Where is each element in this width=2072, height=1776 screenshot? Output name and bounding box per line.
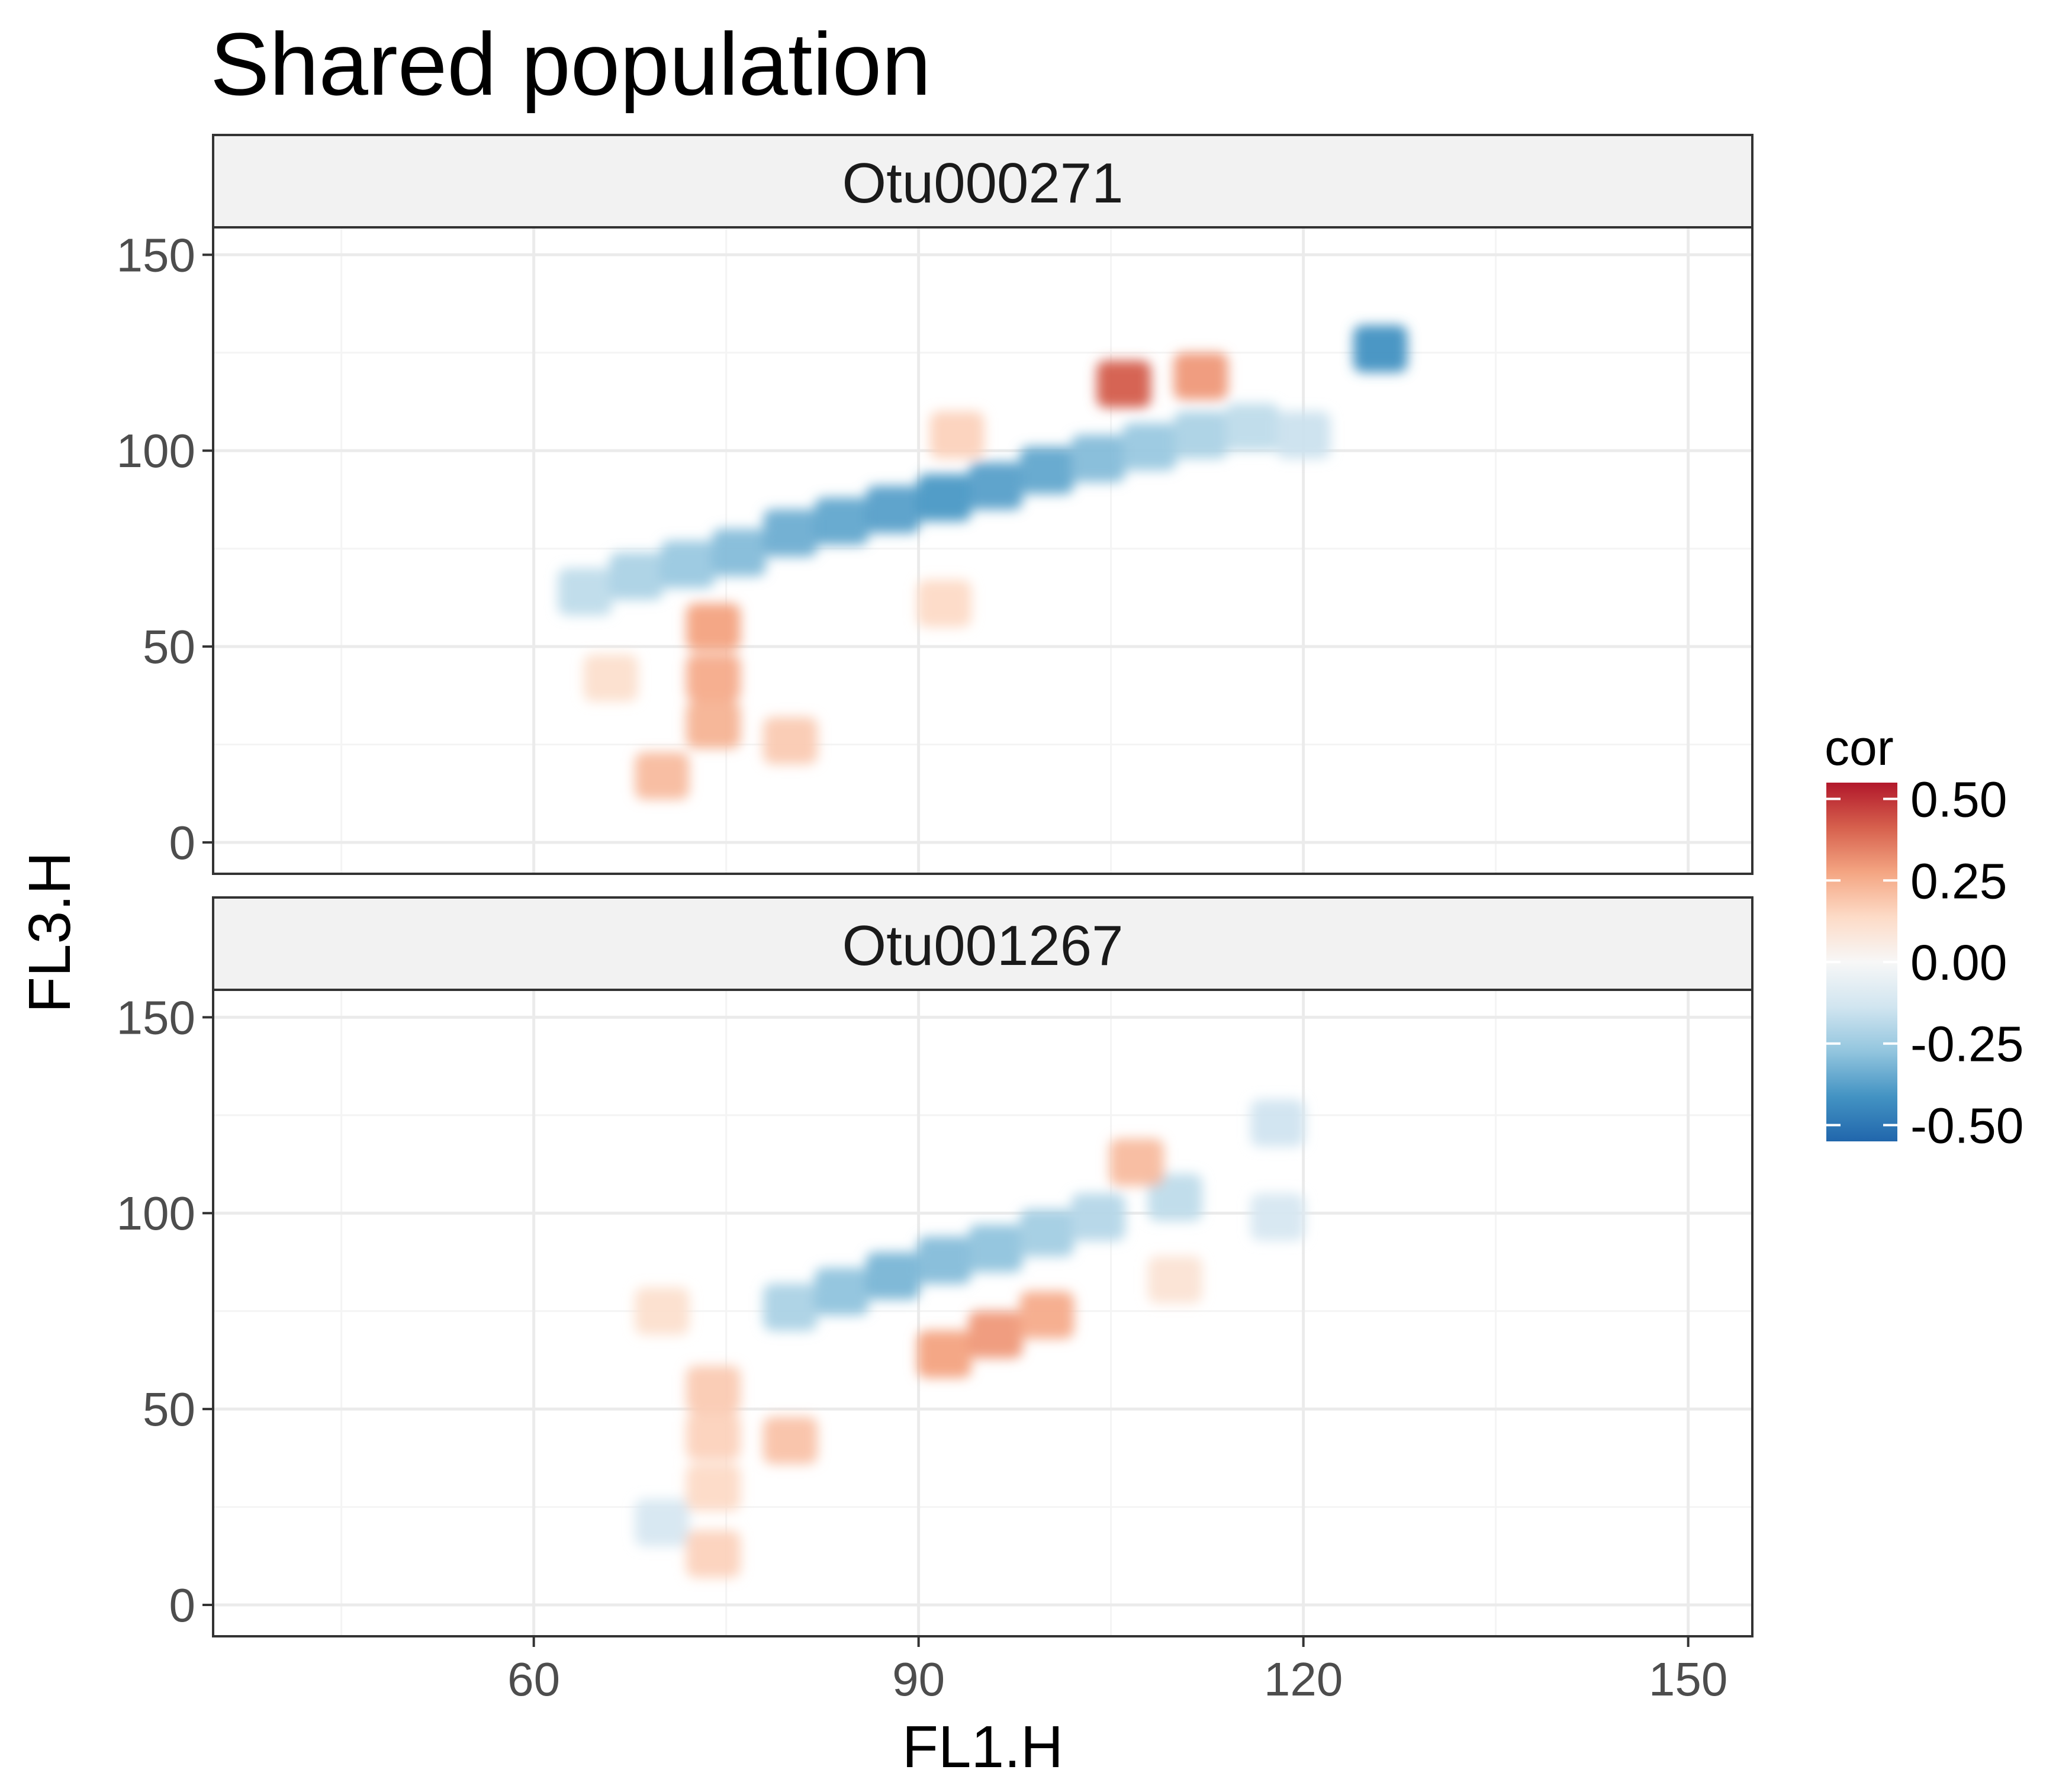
heat-cell: [635, 1287, 690, 1335]
heat-cell: [1276, 411, 1331, 459]
heat-cell: [1148, 1173, 1202, 1221]
heat-cell: [763, 716, 818, 764]
heat-cell: [1071, 1193, 1125, 1241]
panel-1-cells: [558, 325, 1408, 800]
heat-cell: [763, 1417, 818, 1465]
panel-2-grid: [213, 990, 1752, 1636]
heat-cell: [635, 1499, 690, 1547]
heat-cell: [686, 1366, 741, 1414]
y-tick-label: 50: [143, 620, 195, 673]
heat-cell: [609, 552, 664, 600]
heat-cell: [1250, 1193, 1305, 1241]
heat-cell: [686, 701, 741, 749]
y-tick-label: 150: [117, 229, 195, 281]
panel-2-y-axis: 0 50 100 150: [117, 991, 213, 1632]
strip-label-2: Otu001267: [842, 914, 1123, 977]
panel-1-grid: [213, 227, 1752, 874]
panel-1-border: [212, 226, 1754, 875]
legend-label: -0.25: [1910, 1016, 2023, 1072]
x-tick-label: 120: [1264, 1653, 1343, 1706]
y-tick-label: 100: [117, 1187, 195, 1240]
heat-cell: [866, 485, 921, 533]
heat-cell: [866, 1252, 921, 1300]
heat-cell: [1071, 435, 1125, 482]
heat-cell: [763, 1283, 818, 1331]
legend-label: -0.50: [1910, 1098, 2023, 1153]
legend-label: 0.00: [1910, 935, 2007, 990]
y-tick-label: 0: [169, 1579, 196, 1632]
panel-1: Otu000271 0 50 100 150: [117, 134, 1754, 875]
heat-cell: [917, 580, 971, 628]
heat-cell: [968, 462, 1023, 510]
legend-label: 0.25: [1910, 853, 2007, 909]
y-axis-title: FL3.H: [17, 852, 83, 1013]
y-tick-label: 100: [117, 424, 195, 477]
x-tick-label: 60: [507, 1653, 560, 1706]
heat-cell: [968, 1224, 1023, 1272]
heat-cell: [686, 1413, 741, 1460]
heat-cell: [929, 411, 984, 459]
heat-cell: [1019, 1209, 1074, 1257]
legend-label: 0.50: [1910, 772, 2007, 828]
strip-1: [212, 134, 1754, 229]
strip-label-1: Otu000271: [842, 152, 1123, 215]
x-tick-label: 150: [1649, 1653, 1727, 1706]
y-tick-label: 150: [117, 991, 195, 1044]
panel-2-cells: [635, 1099, 1305, 1578]
heat-cell: [1019, 1291, 1074, 1339]
heat-cell: [1148, 1256, 1202, 1304]
panel-2: Otu001267 0 50 100 150: [117, 896, 1754, 1637]
panel-1-y-axis: 0 50 100 150: [117, 229, 213, 869]
heat-cell: [1250, 1099, 1305, 1147]
heat-cell: [1173, 411, 1228, 459]
heat-cell: [1122, 423, 1177, 471]
heat-cell: [763, 509, 818, 557]
legend-title: cor: [1825, 720, 1894, 776]
heat-cell: [635, 752, 690, 800]
heat-cell: [686, 1463, 741, 1511]
heat-cell: [814, 497, 869, 545]
strip-2: [212, 896, 1754, 991]
heat-cell: [686, 654, 741, 702]
heat-cell: [1353, 325, 1408, 373]
chart-title: Shared population: [210, 14, 931, 114]
heat-cell: [712, 529, 767, 577]
heat-cell: [1109, 1138, 1164, 1186]
heat-cell: [583, 654, 638, 702]
heat-cell: [1225, 403, 1279, 451]
heat-cell: [968, 1311, 1023, 1359]
legend-ticks: 0.50 0.25 0.00 -0.25 -0.50: [1826, 772, 2023, 1153]
heat-cell: [917, 474, 971, 522]
panel-2-border: [212, 989, 1754, 1637]
heat-cell: [814, 1267, 869, 1315]
y-tick-label: 0: [169, 816, 196, 869]
x-axis-title: FL1.H: [902, 1714, 1063, 1776]
heat-cell: [1019, 446, 1074, 494]
legend: cor 0.50 0.25 0.00 -0.25 -0.50: [1825, 720, 2023, 1153]
heat-cell: [686, 603, 741, 651]
heat-cell: [660, 540, 715, 588]
heat-cell: [1173, 352, 1228, 400]
heat-cell: [917, 1236, 971, 1284]
heat-cell: [1096, 360, 1151, 408]
x-axis: 60 90 120 150: [507, 1636, 1727, 1706]
heat-cell: [686, 1530, 741, 1578]
y-tick-label: 50: [143, 1383, 195, 1436]
x-tick-label: 90: [892, 1653, 945, 1706]
heat-cell: [558, 568, 613, 616]
heat-cell: [917, 1330, 971, 1378]
